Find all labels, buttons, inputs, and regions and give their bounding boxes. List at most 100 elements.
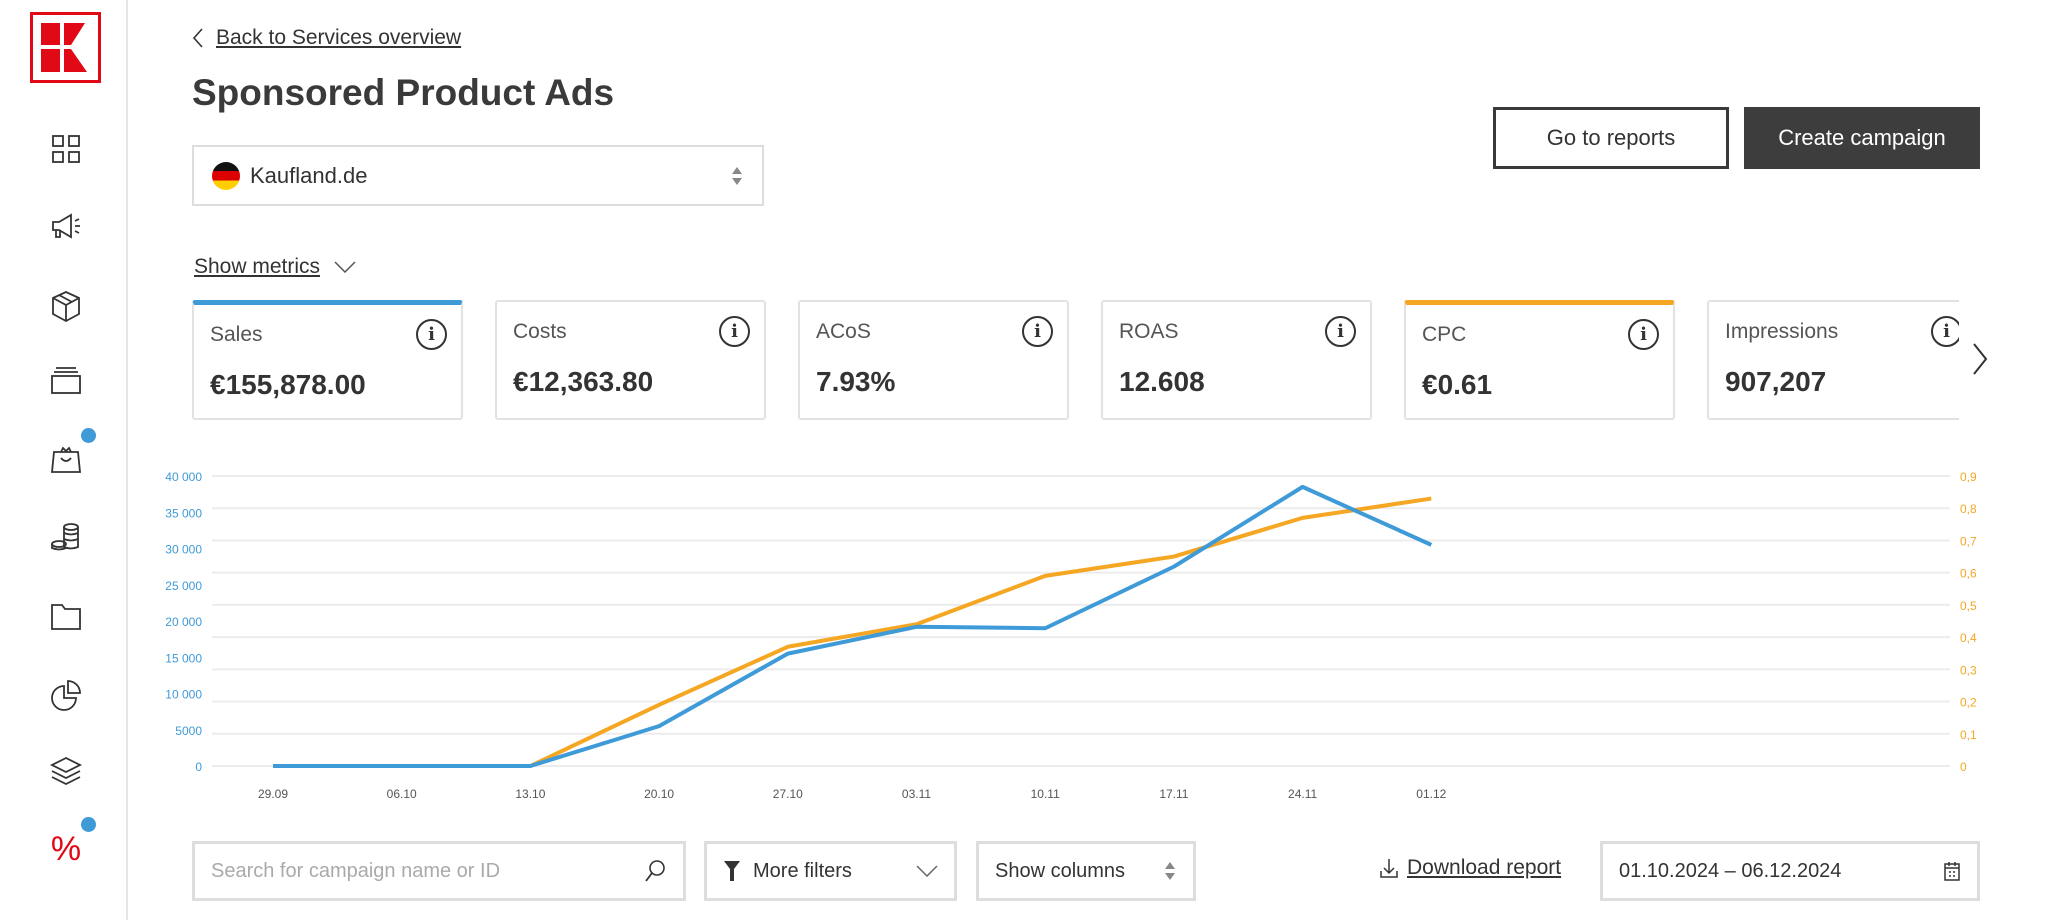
right-axis-tick: 0,2 — [1960, 696, 1977, 710]
metric-card-costs[interactable]: Costs €12,363.80 i — [495, 300, 766, 420]
create-campaign-button[interactable]: Create campaign — [1744, 107, 1980, 169]
marketplace-value: Kaufland.de — [250, 162, 368, 188]
coins-icon — [51, 523, 79, 551]
x-axis-tick: 13.10 — [515, 787, 545, 801]
sidebar-item-layers[interactable] — [48, 753, 84, 789]
performance-chart: 0 0,1 0,2 0,3 0,4 0,5 0,6 0,7 0,8 0,9 0 5000 10 000 1… — [165, 470, 1977, 801]
left-axis-tick: 15 000 — [165, 651, 202, 665]
calendar-icon — [1944, 862, 1960, 881]
metric-value: 7.93% — [816, 366, 896, 397]
right-axis-tick: 0,4 — [1960, 631, 1977, 645]
download-icon — [1380, 859, 1398, 878]
notification-badge — [81, 817, 96, 832]
left-axis-tick: 30 000 — [165, 543, 202, 557]
metric-card-cpc[interactable]: CPC €0.61 i — [1404, 300, 1675, 420]
left-axis-tick: 5000 — [175, 724, 202, 738]
show-metrics-label: Show metrics — [194, 255, 321, 278]
sidebar-item-folder[interactable] — [48, 598, 84, 634]
info-icon[interactable]: i — [1931, 316, 1959, 347]
x-axis-tick: 24.11 — [1288, 787, 1317, 801]
chevron-down-icon — [916, 865, 938, 877]
search-icon — [645, 860, 665, 882]
right-axis-tick: 0,9 — [1960, 470, 1977, 484]
metric-card-sales[interactable]: Sales €155,878.00 i — [192, 300, 463, 420]
left-axis-tick: 10 000 — [165, 688, 202, 702]
chevron-left-icon — [192, 28, 203, 48]
sidebar-item-stack[interactable] — [48, 363, 84, 399]
x-axis-tick: 20.10 — [644, 787, 674, 801]
series-line-right — [273, 496, 1432, 768]
x-axis-tick: 29.09 — [258, 787, 288, 801]
metric-card-roas[interactable]: ROAS 12.608 i — [1101, 300, 1372, 420]
metric-value: 12.608 — [1119, 366, 1205, 397]
left-axis-tick: 35 000 — [165, 506, 202, 520]
left-axis-tick: 20 000 — [165, 615, 202, 629]
go-to-reports-button[interactable]: Go to reports — [1493, 107, 1729, 169]
date-range-value: 01.10.2024 – 06.12.2024 — [1619, 859, 1842, 882]
metric-card-impressions[interactable]: Impressions 907,207 i — [1707, 300, 1959, 420]
shopping-bag-icon — [51, 446, 81, 473]
sidebar-item-megaphone[interactable] — [48, 209, 84, 245]
info-icon[interactable]: i — [1628, 319, 1659, 350]
sidebar-item-package[interactable] — [48, 288, 84, 324]
metric-value: 907,207 — [1725, 366, 1827, 397]
pie-chart-icon — [51, 680, 81, 711]
x-axis-tick: 03.11 — [902, 787, 931, 801]
metric-value: €155,878.00 — [210, 369, 366, 400]
right-axis-tick: 0,7 — [1960, 534, 1977, 548]
metric-label: Costs — [513, 320, 567, 343]
metric-label: ROAS — [1119, 320, 1179, 343]
sidebar: % — [0, 0, 128, 920]
page-title: Sponsored Product Ads — [192, 72, 615, 113]
metric-label: Impressions — [1725, 320, 1839, 343]
show-columns-select[interactable]: Show columns — [976, 841, 1196, 901]
x-axis-tick: 10.11 — [1031, 787, 1060, 801]
metric-label: CPC — [1422, 323, 1467, 346]
x-axis-tick: 27.10 — [773, 787, 803, 801]
left-axis-tick: 40 000 — [165, 470, 202, 484]
metric-label: ACoS — [816, 320, 871, 343]
right-axis-tick: 0 — [1960, 760, 1967, 774]
sidebar-item-pie-chart[interactable] — [48, 677, 84, 713]
folder-icon — [51, 604, 81, 630]
show-metrics-toggle[interactable]: Show metrics — [194, 255, 356, 279]
back-link[interactable]: Back to Services overview — [192, 26, 461, 50]
metric-value: €0.61 — [1422, 369, 1493, 400]
info-icon[interactable]: i — [416, 319, 447, 350]
sidebar-item-dashboard-grid[interactable] — [48, 131, 84, 167]
x-axis-tick: 17.11 — [1159, 787, 1188, 801]
dashboard-grid-icon — [52, 135, 80, 163]
more-filters-label: More filters — [753, 859, 852, 882]
x-axis-tick: 06.10 — [387, 787, 417, 801]
sidebar-item-coins[interactable] — [48, 520, 84, 556]
right-axis-tick: 0,8 — [1960, 502, 1977, 516]
series-line-left — [273, 484, 1433, 768]
metric-label: Sales — [210, 323, 263, 346]
megaphone-icon — [52, 213, 80, 239]
chevron-right-icon[interactable] — [1972, 342, 1988, 376]
left-axis-tick: 0 — [195, 760, 202, 774]
info-icon[interactable]: i — [1022, 316, 1053, 347]
right-axis-tick: 0,3 — [1960, 663, 1977, 677]
kaufland-logo[interactable] — [30, 12, 101, 83]
sort-arrows-icon — [732, 166, 742, 185]
right-axis-tick: 0,1 — [1960, 728, 1977, 742]
search-placeholder: Search for campaign name or ID — [211, 859, 501, 882]
filter-icon — [724, 861, 740, 881]
campaign-search-input[interactable]: Search for campaign name or ID — [192, 841, 686, 901]
stack-icon — [51, 367, 81, 394]
notification-badge — [81, 428, 96, 443]
metric-value: €12,363.80 — [513, 366, 654, 397]
metric-card-acos[interactable]: ACoS 7.93% i — [798, 300, 1069, 420]
sidebar-item-percent[interactable]: % — [48, 817, 96, 868]
date-range-picker[interactable]: 01.10.2024 – 06.12.2024 — [1600, 841, 1980, 901]
show-columns-label: Show columns — [995, 859, 1126, 882]
info-icon[interactable]: i — [1325, 316, 1356, 347]
sidebar-item-shopping-bag[interactable] — [48, 428, 96, 478]
package-icon — [52, 291, 80, 323]
info-icon[interactable]: i — [719, 316, 750, 347]
download-report-link[interactable]: Download report — [1379, 856, 1561, 880]
more-filters-button[interactable]: More filters — [704, 841, 957, 901]
right-axis-tick: 0,5 — [1960, 599, 1977, 613]
marketplace-select[interactable]: Kaufland.de — [192, 145, 764, 206]
